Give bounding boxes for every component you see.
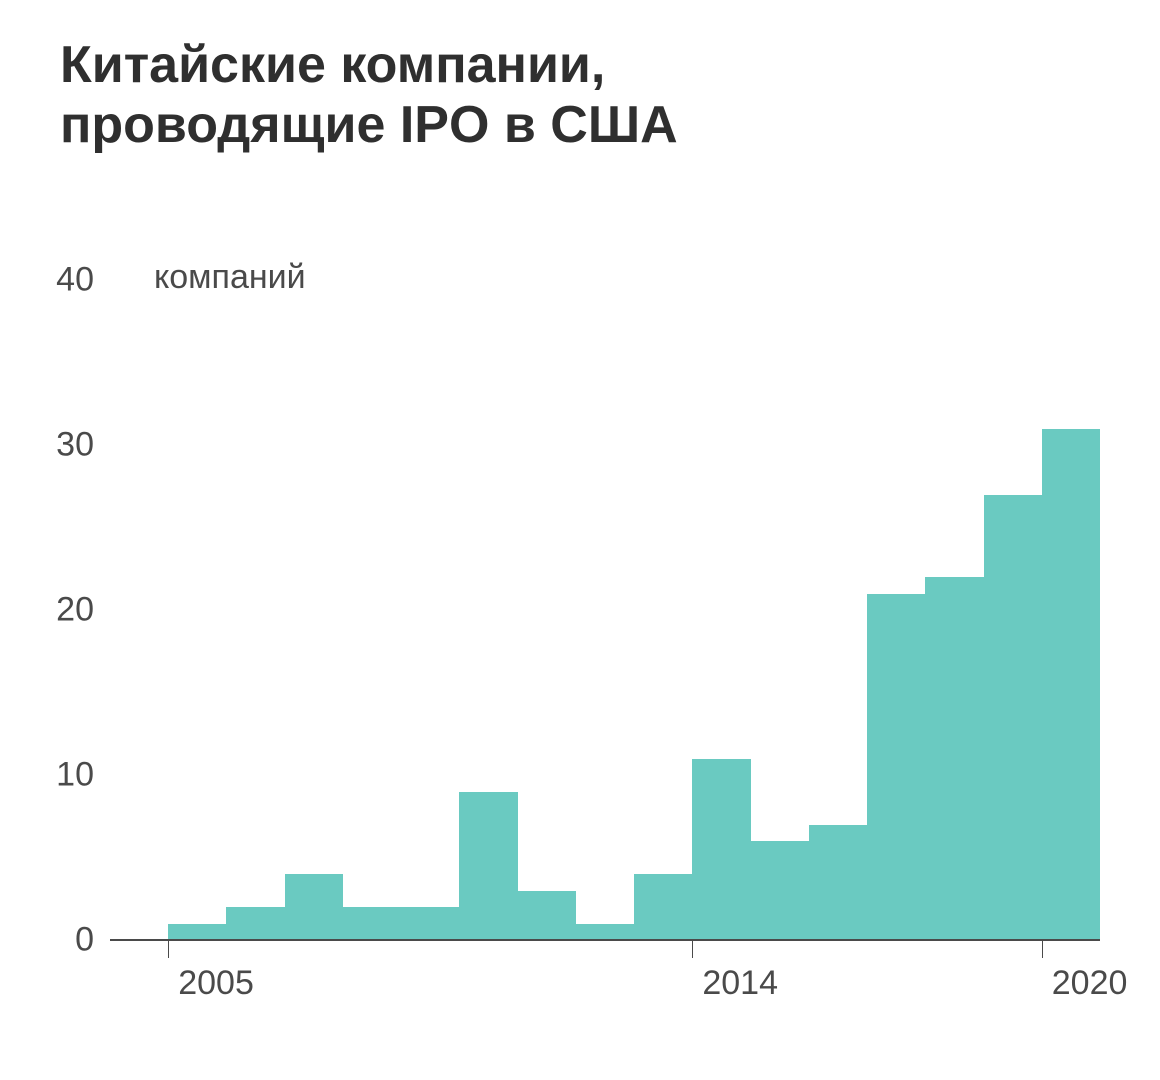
bar <box>343 907 401 940</box>
y-tick-label: 0 <box>0 921 94 960</box>
y-tick-label: 10 <box>0 756 94 795</box>
y-tick-label: 40 <box>0 261 94 300</box>
chart-title-line1: Китайские компании, <box>60 36 605 94</box>
bar <box>867 594 925 941</box>
bar <box>459 792 517 941</box>
bar <box>1042 429 1100 941</box>
x-tick-label: 2020 <box>1052 964 1128 1003</box>
bar <box>751 841 809 940</box>
bar <box>576 924 634 941</box>
x-tick <box>1042 940 1043 958</box>
x-tick-label: 2005 <box>178 964 254 1003</box>
bar <box>518 891 576 941</box>
bar <box>634 874 692 940</box>
bar <box>285 874 343 940</box>
bar <box>692 759 750 941</box>
x-tick-label: 2014 <box>702 964 778 1003</box>
bar <box>984 495 1042 941</box>
bar <box>168 924 226 941</box>
bar <box>925 577 983 940</box>
plot-area <box>110 280 1100 940</box>
chart-title: Китайские компании, проводящие IPO в США <box>60 36 1100 156</box>
y-tick-label: 30 <box>0 426 94 465</box>
x-tick <box>168 940 169 958</box>
bar <box>401 907 459 940</box>
y-tick-label: 20 <box>0 591 94 630</box>
bar <box>226 907 284 940</box>
bars-group <box>110 280 1100 940</box>
chart-title-line2: проводящие IPO в США <box>60 96 678 154</box>
x-tick <box>692 940 693 958</box>
x-axis-line <box>110 939 1100 941</box>
chart-container: Китайские компании, проводящие IPO в США… <box>0 0 1160 1080</box>
bar <box>809 825 867 941</box>
